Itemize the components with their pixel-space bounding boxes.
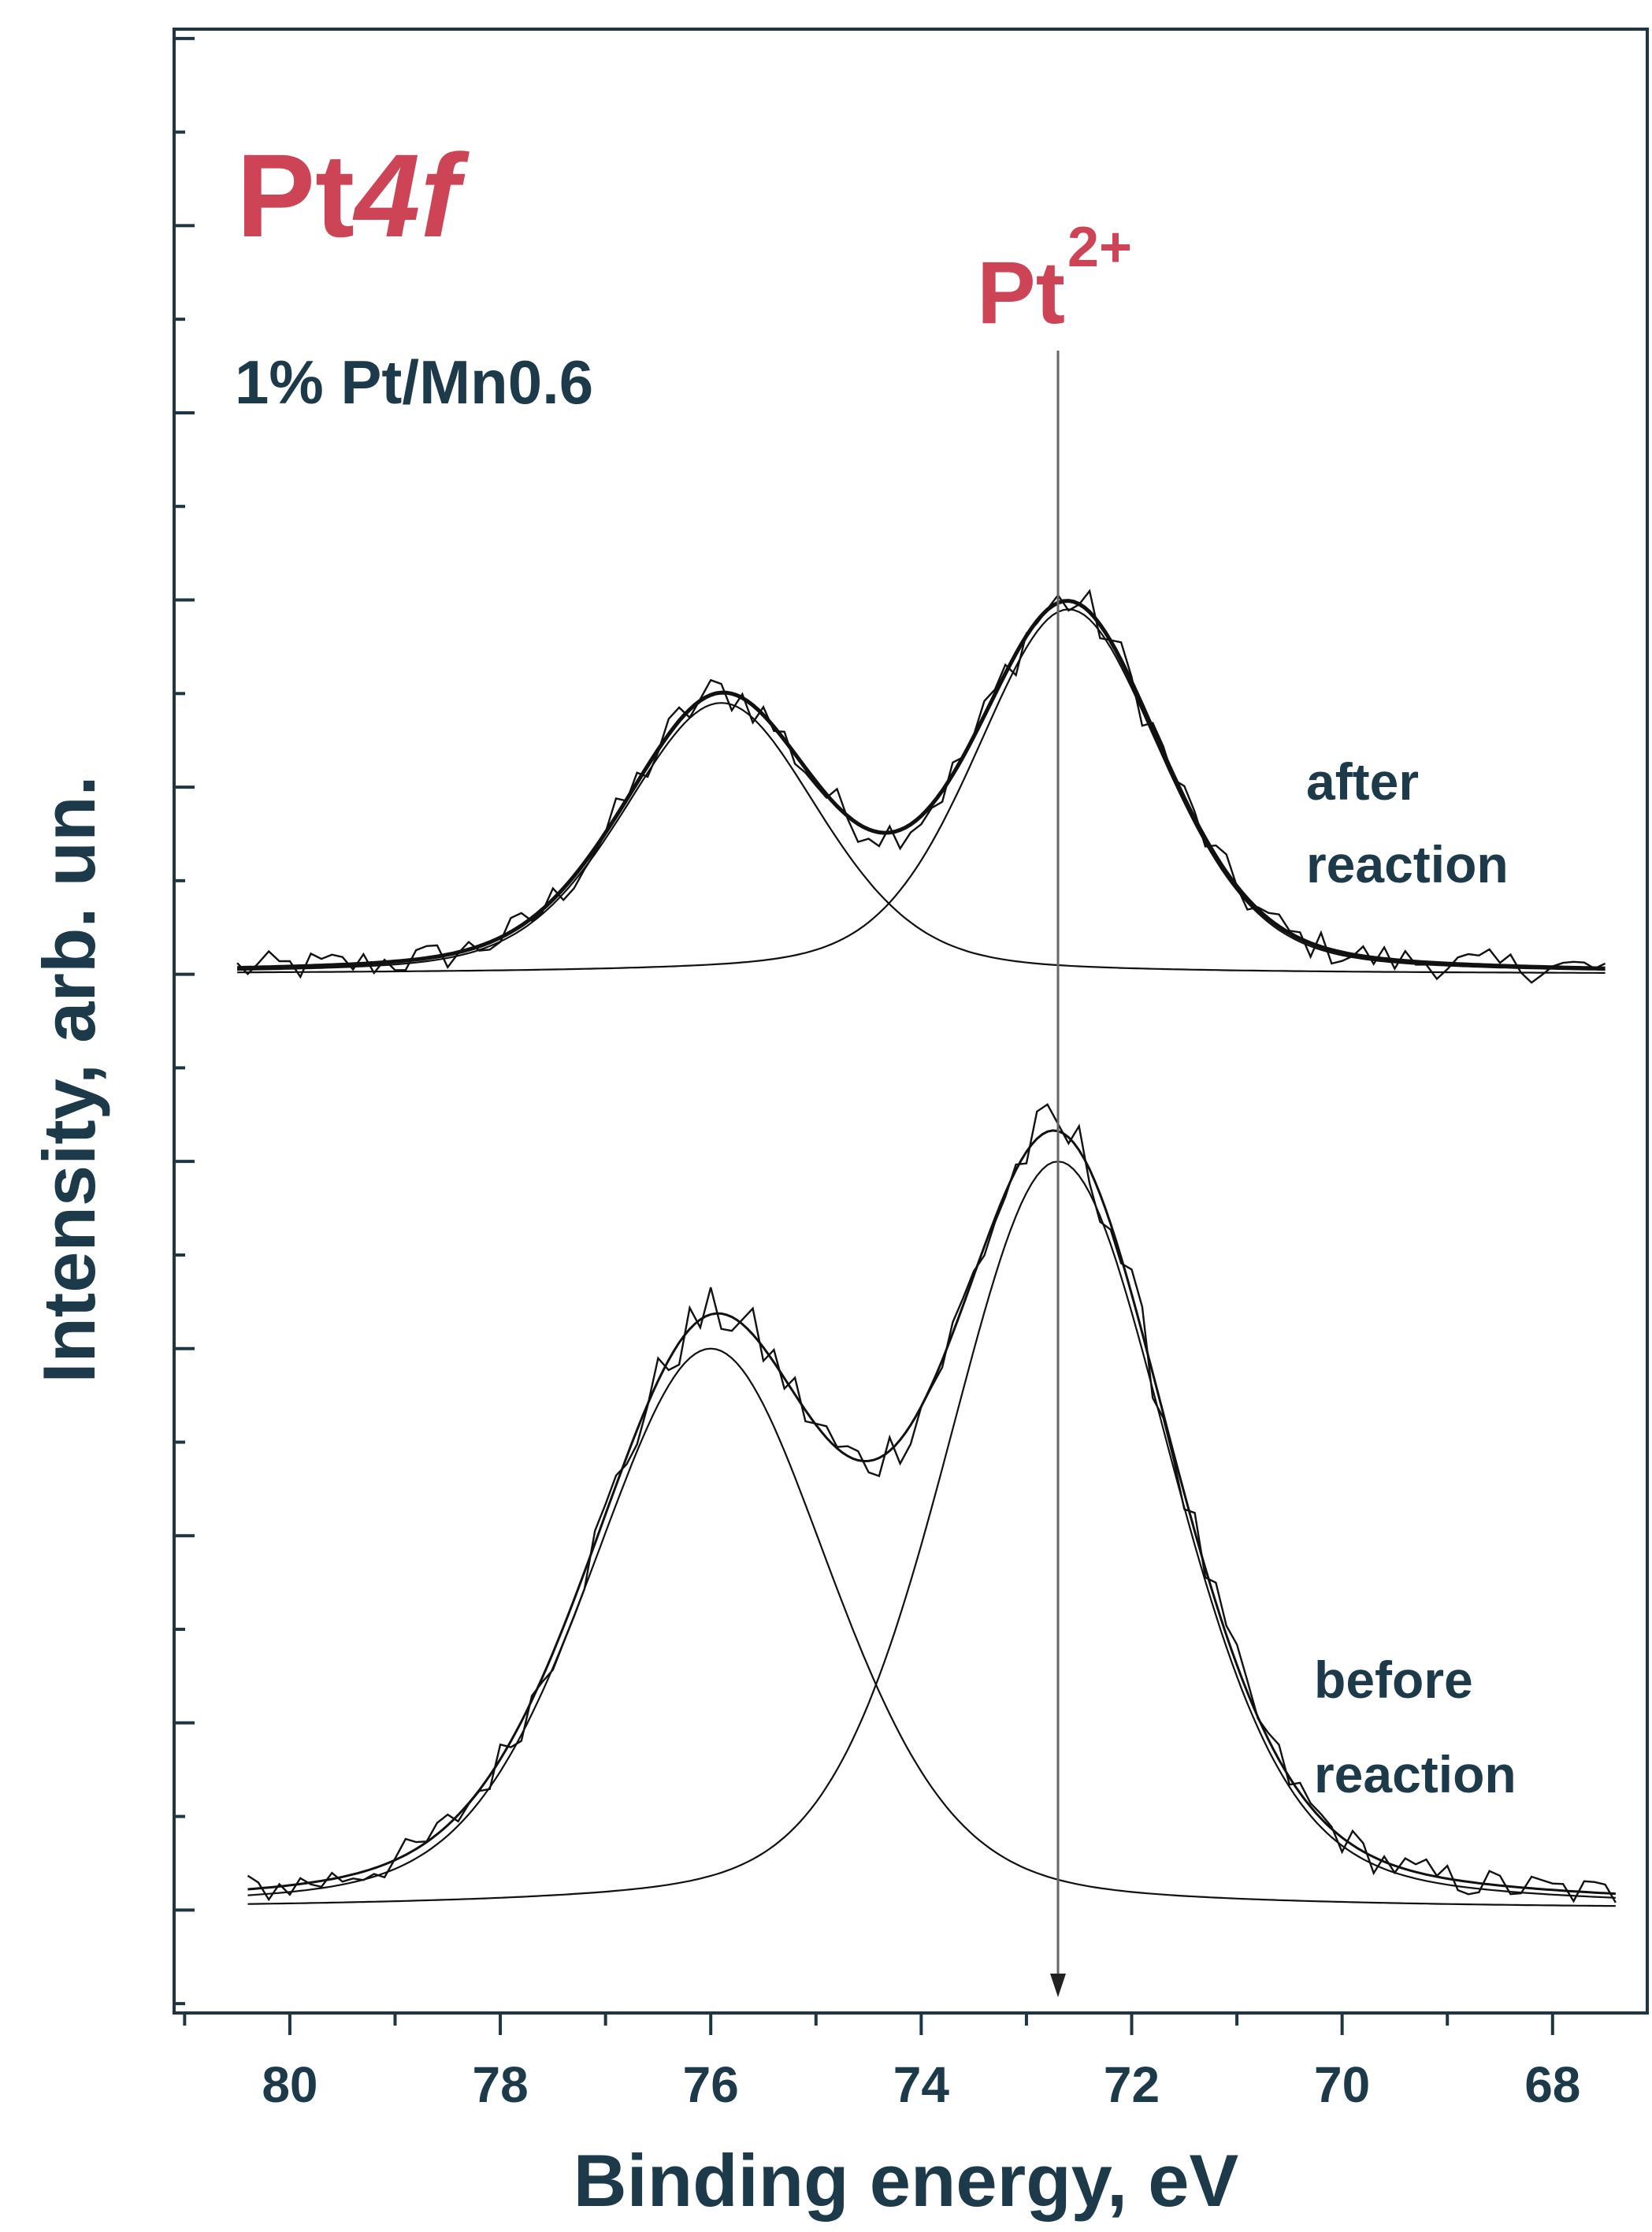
measured-spectrum xyxy=(247,1103,1617,1903)
plot-frame xyxy=(173,28,1649,2015)
y-axis-label: Intensity, arb. un. xyxy=(28,775,110,1383)
before-reaction-label-line1: before xyxy=(1314,1651,1473,1709)
x-tick-label: 78 xyxy=(472,2056,528,2113)
series-before-reaction xyxy=(247,1103,1617,1907)
sample-label: 1% Pt/Mn0.6 xyxy=(235,347,593,417)
x-axis-label: Binding energy, eV xyxy=(574,2139,1239,2222)
y-axis-ticks xyxy=(174,36,195,2006)
x-tick-label: 68 xyxy=(1524,2056,1580,2113)
component-peak-1 xyxy=(247,1347,1616,1907)
series-after-reaction xyxy=(236,589,1606,984)
title-italic: 4f xyxy=(352,129,470,262)
x-axis-ticks: 80 78 76 74 72 70 68 xyxy=(183,2013,1580,2113)
component-peak-1 xyxy=(237,702,1606,974)
chart-title: Pt4f xyxy=(236,129,470,262)
after-reaction-label-line1: after xyxy=(1306,752,1419,811)
pt2-marker-superscript: 2+ xyxy=(1067,216,1132,279)
x-tick-label: 80 xyxy=(262,2056,317,2113)
x-tick-label: 76 xyxy=(683,2056,739,2113)
title-prefix: Pt xyxy=(236,129,355,262)
pt2-marker-label: Pt xyxy=(977,243,1065,342)
after-reaction-label-line2: reaction xyxy=(1306,835,1509,893)
pt2-marker-arrowhead xyxy=(1050,1974,1066,1997)
before-reaction-label-line2: reaction xyxy=(1314,1745,1516,1803)
x-tick-label: 72 xyxy=(1104,2056,1160,2113)
series-layer xyxy=(236,589,1617,1907)
marker-label: Pt xyxy=(977,243,1065,342)
measured-spectrum xyxy=(236,589,1606,984)
x-tick-label: 70 xyxy=(1314,2056,1370,2113)
component-peak-2 xyxy=(247,1161,1616,1905)
component-peak-2 xyxy=(237,608,1606,974)
x-tick-label: 74 xyxy=(893,2056,950,2113)
